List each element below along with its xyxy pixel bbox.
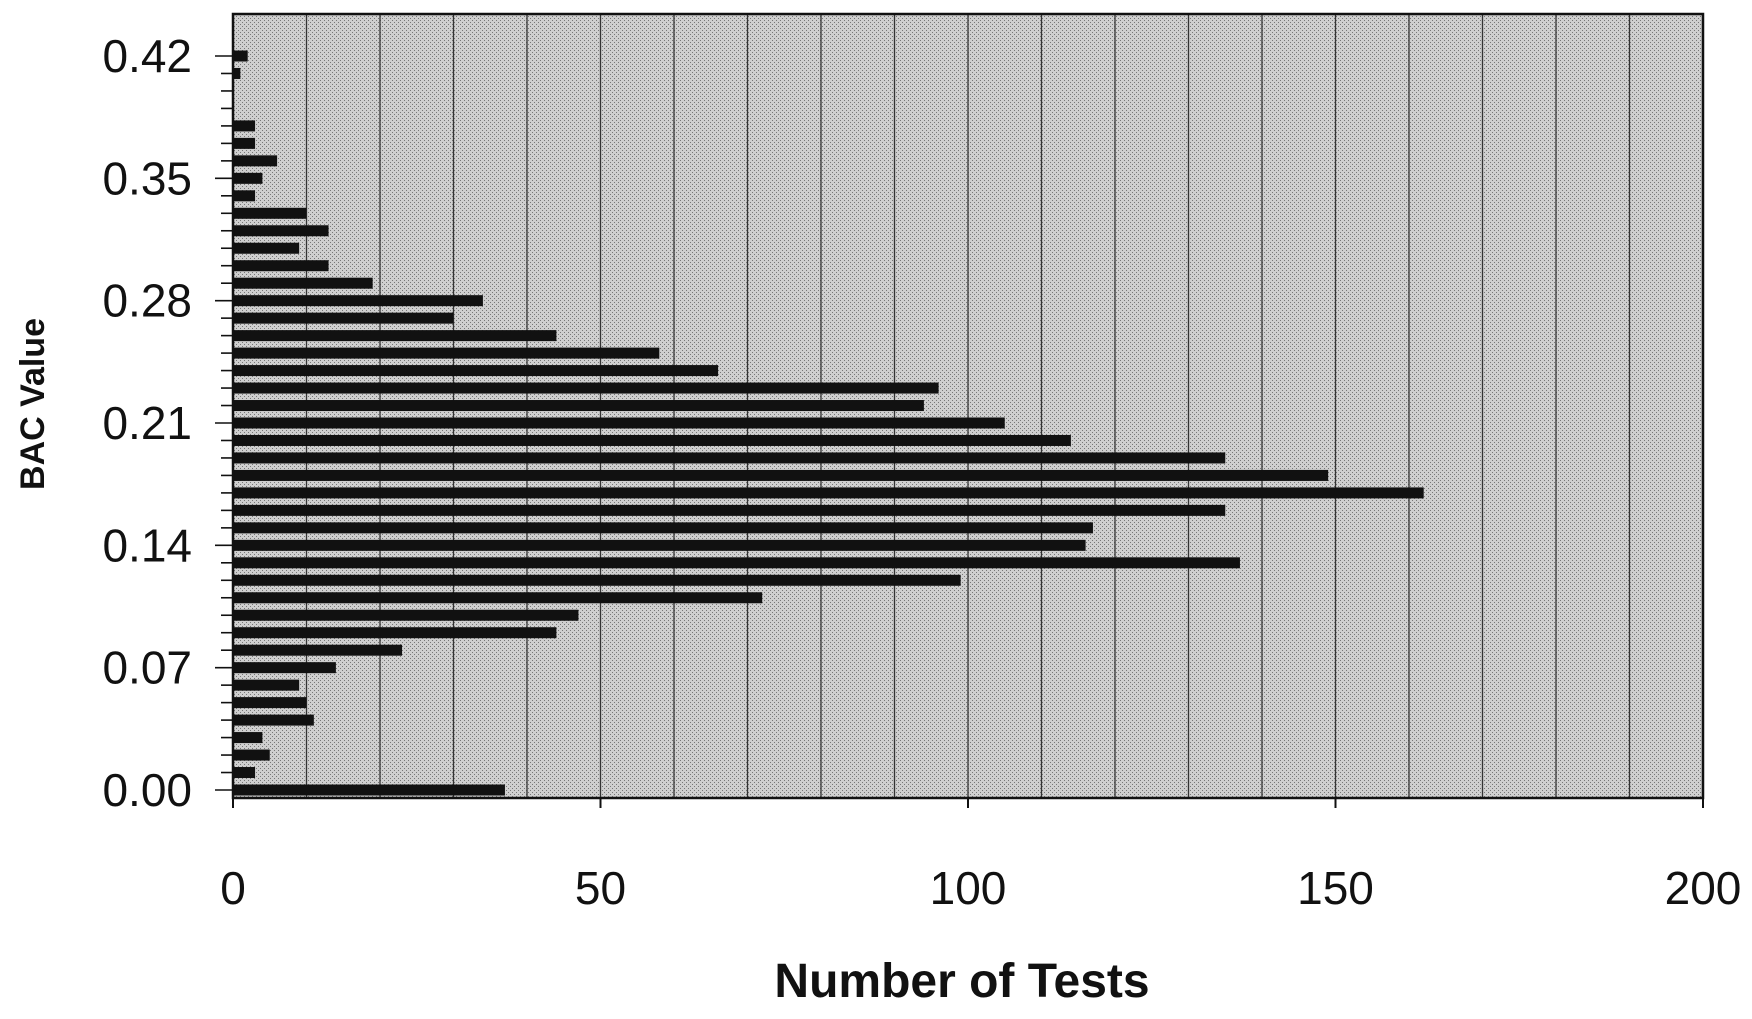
bar — [233, 225, 329, 237]
y-tick-label: 0.00 — [102, 764, 192, 816]
bar — [233, 609, 579, 621]
bar — [233, 679, 300, 691]
bar — [233, 347, 660, 359]
bar — [233, 137, 256, 149]
y-axis-title: BAC Value — [14, 318, 52, 490]
y-tick-label: 0.21 — [102, 397, 192, 449]
bar — [233, 504, 1226, 516]
x-axis-title: Number of Tests — [774, 955, 1149, 1008]
bar — [233, 714, 314, 726]
bar — [233, 365, 719, 377]
bar — [233, 434, 1071, 446]
bar — [233, 592, 763, 604]
bar — [233, 382, 939, 394]
bar — [233, 487, 1424, 499]
bar — [233, 295, 483, 307]
bar — [233, 67, 241, 79]
bar — [233, 400, 924, 412]
x-tick-label: 200 — [1665, 862, 1742, 914]
bar — [233, 732, 263, 744]
bar-series — [233, 50, 1424, 796]
bar — [233, 242, 300, 254]
vertical-gridlines — [305, 14, 1631, 798]
y-tick-label: 0.28 — [102, 275, 192, 327]
y-tick-label: 0.14 — [102, 519, 192, 571]
bar — [233, 784, 505, 796]
bar — [233, 207, 307, 219]
bar — [233, 312, 454, 324]
x-tick-label: 0 — [220, 862, 246, 914]
bar — [233, 539, 1086, 551]
bar — [233, 120, 256, 132]
bar — [233, 767, 256, 779]
x-tick-label: 50 — [575, 862, 626, 914]
y-tick-label: 0.35 — [102, 152, 192, 204]
bar — [233, 697, 307, 709]
bar — [233, 574, 961, 586]
y-axis-ticks: 0.00 0.07 0.14 0.21 0.28 0.35 0.42 — [102, 30, 233, 816]
x-tick-label: 150 — [1297, 862, 1374, 914]
bar — [233, 277, 373, 289]
bar — [233, 50, 248, 62]
y-tick-label: 0.42 — [102, 30, 192, 82]
bar — [233, 662, 336, 674]
bar — [233, 330, 557, 342]
bar — [233, 190, 256, 202]
bar — [233, 627, 557, 639]
bar — [233, 452, 1226, 464]
x-tick-label: 100 — [930, 862, 1007, 914]
bar — [233, 469, 1329, 481]
bar — [233, 522, 1093, 534]
bar — [233, 417, 1005, 429]
bar — [233, 557, 1240, 569]
bar — [233, 260, 329, 272]
bar — [233, 172, 263, 184]
y-tick-label: 0.07 — [102, 642, 192, 694]
x-axis-ticks: 0 50 100 150 200 — [220, 798, 1741, 914]
bar — [233, 155, 278, 167]
bar — [233, 749, 270, 761]
bar — [233, 644, 403, 656]
